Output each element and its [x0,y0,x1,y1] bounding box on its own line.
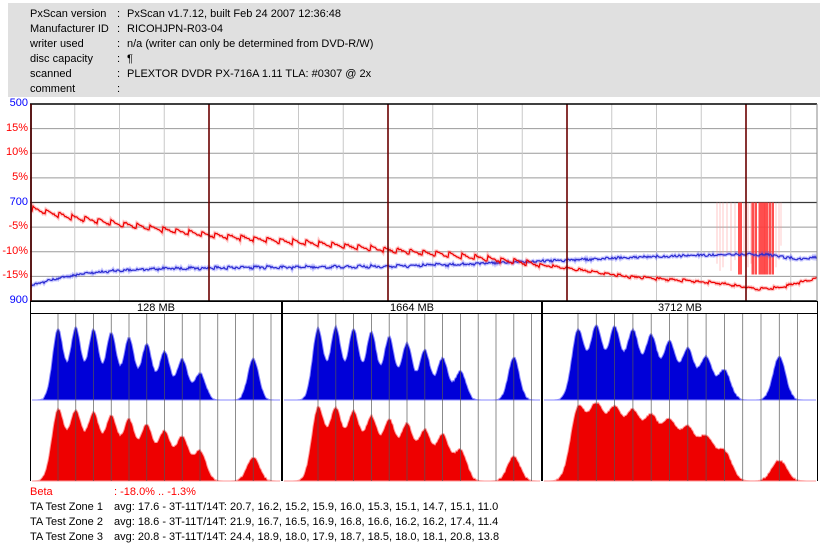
panel-header-box [282,301,542,314]
error-spike [719,202,721,271]
y-axis-label: 10% [5,146,28,158]
info-label: comment [30,83,76,95]
beta-summary-row: Beta : -18.0% .. -1.3% [0,486,822,499]
info-row: disc capacity: ¶ [8,53,820,66]
ta-zone-row: TA Test Zone 1 avg: 17.6 - 3T-11T/14T: 20… [0,501,822,514]
y-axis-label: -5% [8,220,28,232]
ta-zone-label: TA Test Zone 2 [30,516,103,528]
info-row: writer used: n/a (writer can only be dete… [8,38,820,51]
error-spike [751,202,755,275]
scan-info-panel: PxScan version: PxScan v1.7.12, built Feb… [8,3,820,97]
error-spike [778,202,780,261]
ta-zone-value: avg: 20.8 - 3T-11T/14T: 24.4, 18.9, 18.0… [114,531,500,543]
error-spike [747,202,749,268]
info-colon: : [117,38,121,50]
panel-zone-label: 3712 MB [657,302,703,314]
info-value: PLEXTOR DVDR PX-716A 1.11 TLA: #0307 @ 2… [127,68,372,80]
error-spike [722,202,724,268]
info-colon: : [117,68,121,80]
ta-histogram-pit [544,401,816,482]
ta-zone-value: avg: 18.6 - 3T-11T/14T: 21.9, 16.7, 16.5… [114,516,499,528]
info-label: scanned [30,68,72,80]
error-spike [772,202,774,275]
y-axis-label: 5% [12,171,28,183]
error-spike [758,202,762,275]
beta-trace [30,204,817,291]
error-spike [755,202,757,275]
error-spike [761,202,765,275]
y-axis-label: 500 [9,97,28,109]
panel-zone-label: 128 MB [137,302,175,314]
info-colon: : [117,53,121,65]
error-spike [768,202,772,275]
error-spike [775,202,777,268]
y-axis-label: -10% [2,245,28,257]
info-value: ¶ [127,53,133,65]
ta-zone-label: TA Test Zone 1 [30,501,103,513]
error-spike [740,202,742,275]
panel-zone-label: 1664 MB [389,302,435,314]
beta-value: : -18.0% .. -1.3% [114,486,196,498]
info-label: disc capacity [30,53,93,65]
info-colon: : [117,8,121,20]
ta-zone-row: TA Test Zone 2 avg: 18.6 - 3T-11T/14T: 21… [0,516,822,529]
ta-average-trace [30,252,817,287]
ta-histogram-pit [284,405,540,482]
info-row: scanned: PLEXTOR DVDR PX-716A 1.11 TLA: #… [8,68,820,81]
ta-histogram-pit [32,407,280,482]
error-spike [716,202,718,264]
error-spike [750,202,752,264]
info-label: writer used [30,38,84,50]
ta-zone-label: TA Test Zone 3 [30,531,103,543]
y-axis-label: 15% [5,122,28,134]
ta-zone-value: avg: 17.6 - 3T-11T/14T: 20.7, 16.2, 15.2… [114,501,499,513]
y-axis-label: -15% [2,269,28,281]
info-value: PxScan v1.7.12, built Feb 24 2007 12:36:… [127,8,342,20]
info-value: RICOHJPN-R03-04 [127,23,223,35]
panel-header-box [30,301,282,314]
error-spike [743,202,745,257]
ta-histogram-land [32,326,280,401]
ta-histogram-land [284,324,540,401]
y-axis-label: 900 [9,294,28,306]
info-row: Manufacturer ID: RICOHJPN-R03-04 [8,23,820,36]
y-axis-label: 700 [9,196,28,208]
info-colon: : [117,23,121,35]
ta-histogram-land [544,324,816,401]
error-spike [780,202,782,246]
error-spike [764,202,768,275]
error-spike [738,202,740,275]
error-spike [726,202,728,253]
panel-header-box [542,301,818,314]
info-value: n/a (writer can only be determined from … [127,38,374,50]
ta-zone-row: TA Test Zone 3 avg: 20.8 - 3T-11T/14T: 24… [0,531,822,544]
beta-label: Beta [30,486,53,498]
info-colon: : [117,83,121,95]
info-row: PxScan version: PxScan v1.7.12, built Feb… [8,8,820,21]
error-spike [730,202,732,271]
info-label: Manufacturer ID [30,23,109,35]
error-spike [734,202,736,261]
info-row: comment: [8,83,820,96]
info-label: PxScan version [30,8,107,20]
